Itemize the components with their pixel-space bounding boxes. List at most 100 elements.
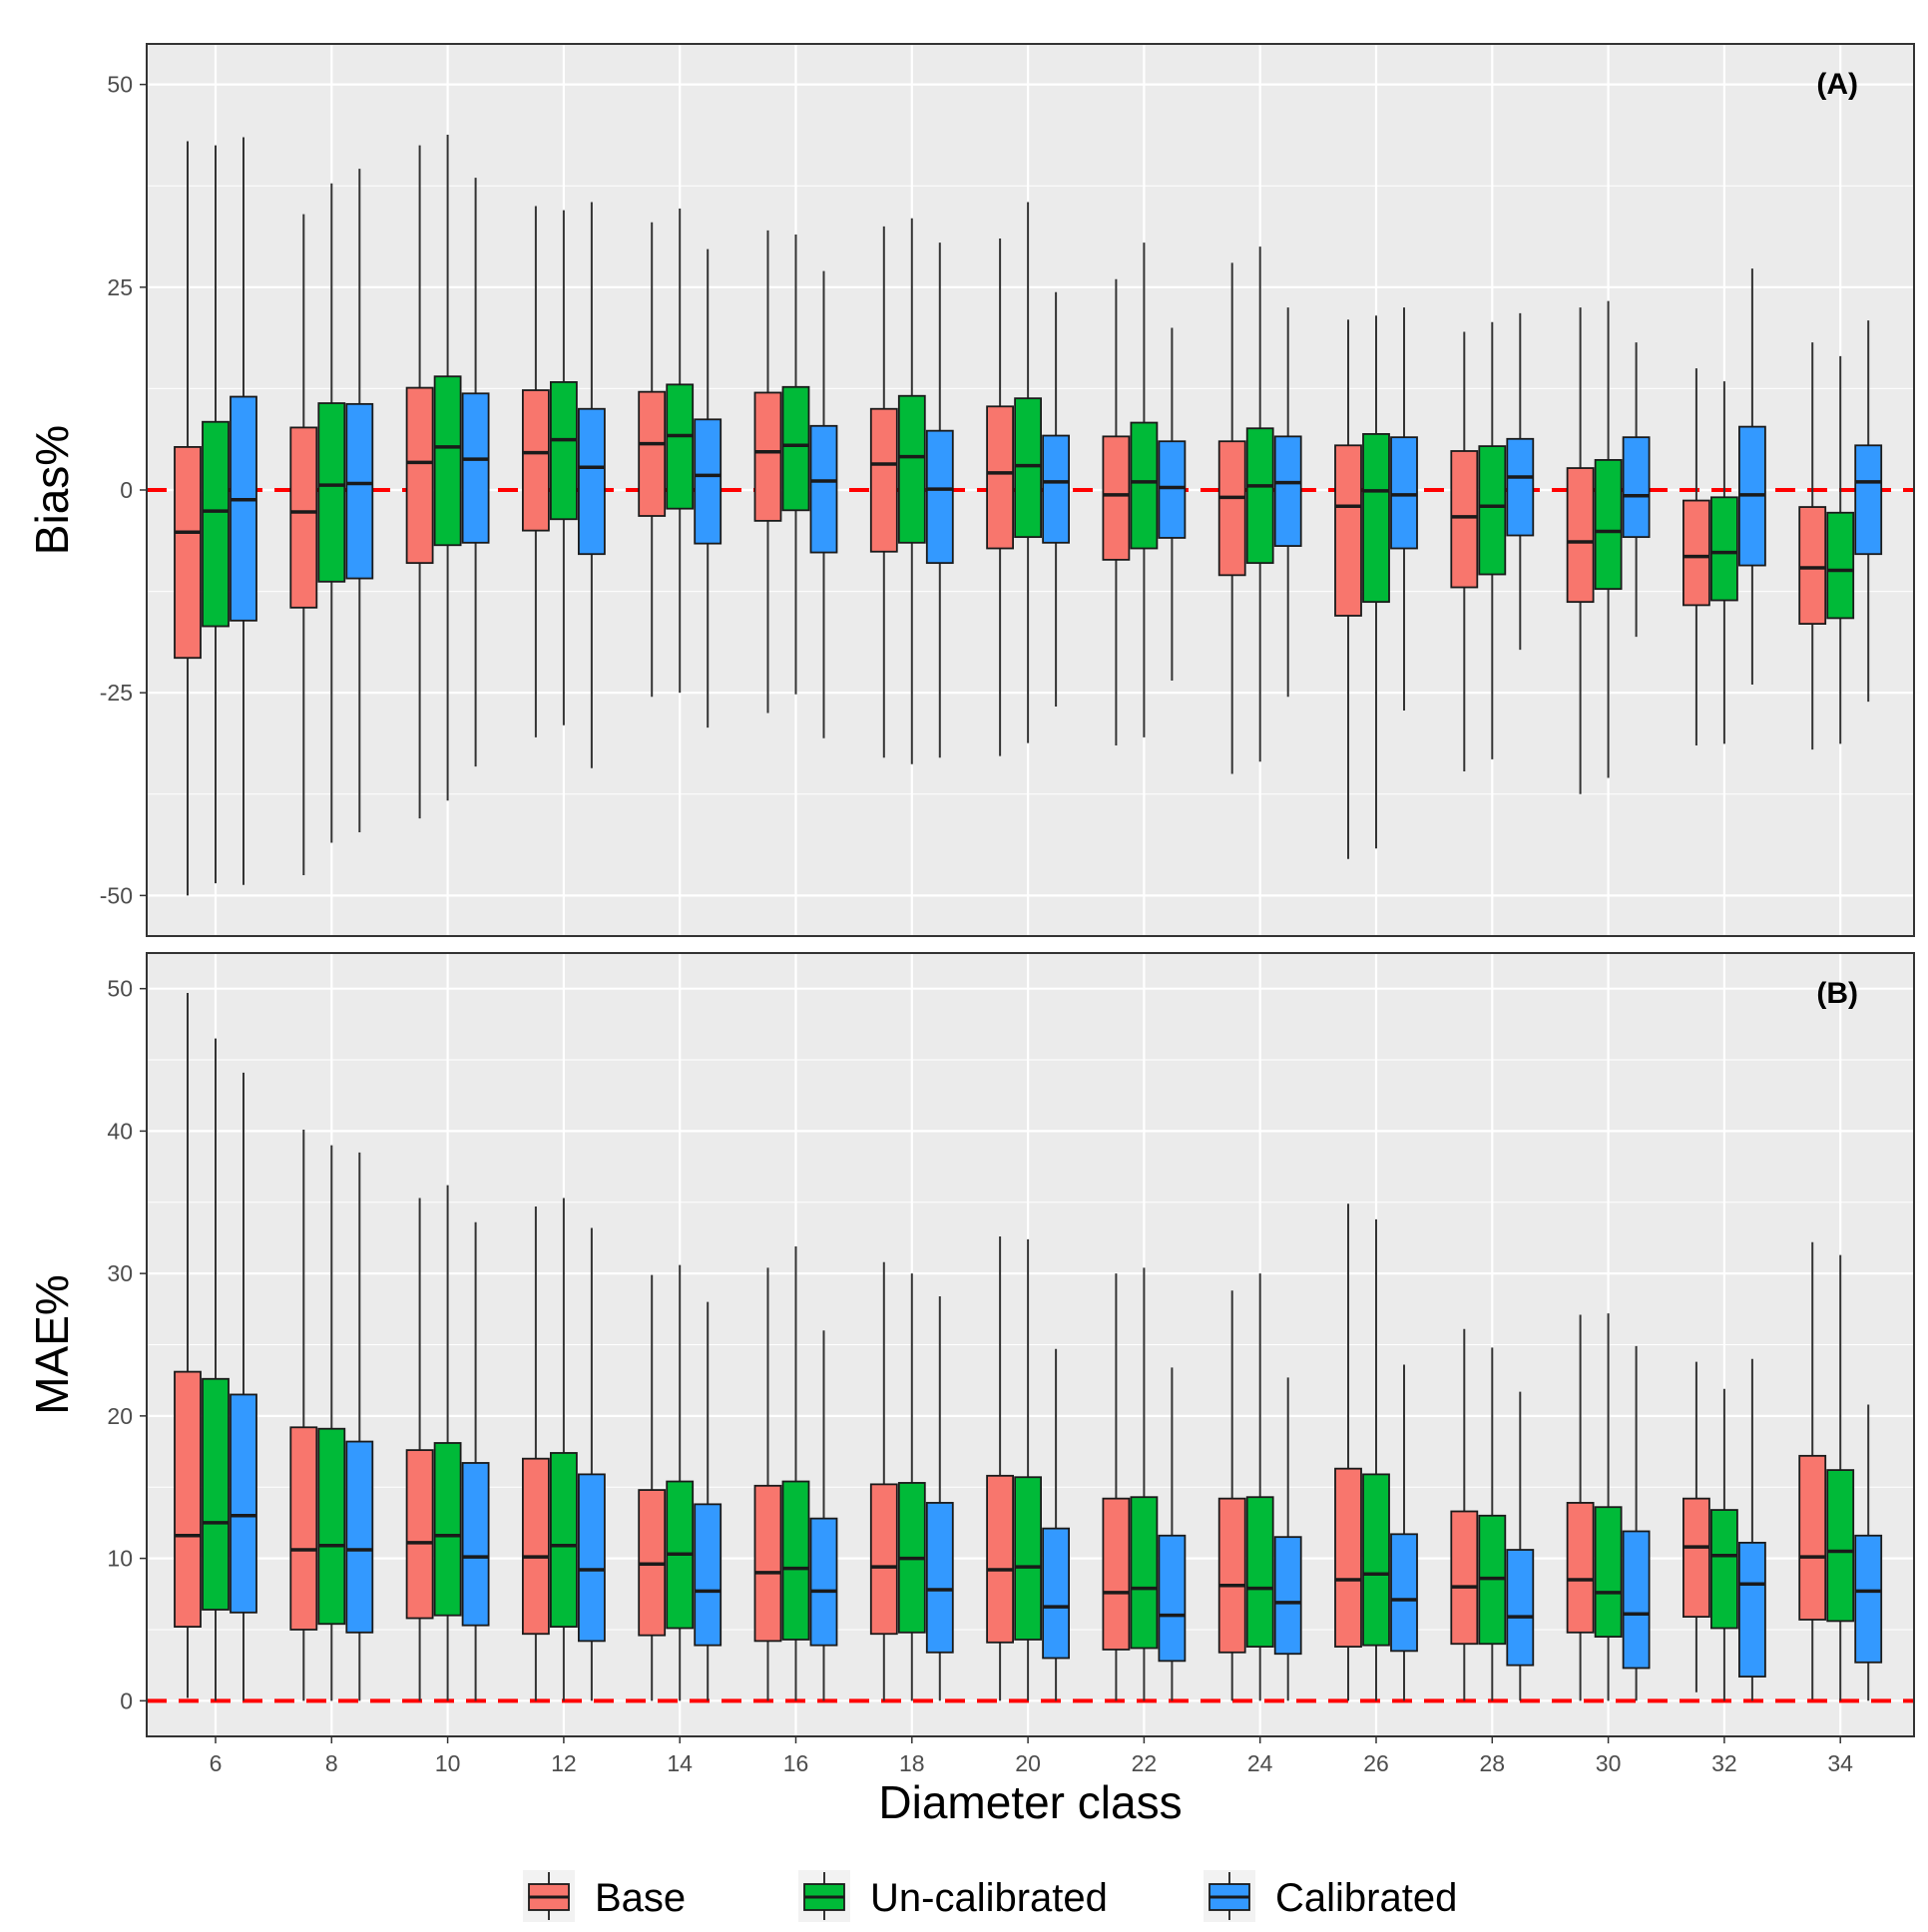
mae-calibrated-box — [1042, 1527, 1070, 1660]
bias-calibrated-box — [1622, 436, 1651, 539]
mae-base-box — [405, 1449, 434, 1620]
mae-base-box — [753, 1484, 782, 1643]
x-tick-label: 34 — [1827, 1750, 1853, 1776]
mae-un-calibrated-box — [202, 1377, 230, 1611]
x-tick-label: 14 — [667, 1750, 693, 1776]
bias-base-box — [1334, 444, 1362, 617]
mae-y-tick-label: 10 — [107, 1546, 133, 1572]
mae-un-calibrated-box — [433, 1442, 462, 1617]
bias-un-calibrated-box — [1130, 421, 1159, 550]
bias-base-box — [522, 389, 550, 532]
bias-y-tick-label: -50 — [100, 882, 133, 908]
x-tick-label: 32 — [1711, 1750, 1737, 1776]
bias-calibrated-box — [925, 429, 954, 565]
bias-base-box — [638, 390, 667, 517]
bias-base-box — [1798, 506, 1827, 625]
x-tick-label: 26 — [1363, 1750, 1389, 1776]
mae-base-box — [289, 1426, 318, 1631]
mae-calibrated-box — [461, 1462, 490, 1627]
bias-un-calibrated-box — [1826, 511, 1855, 620]
x-tick-label: 18 — [899, 1750, 925, 1776]
mae-panel-border — [146, 952, 1915, 1737]
mae-un-calibrated-box — [1594, 1506, 1623, 1638]
bias-base-box — [174, 446, 202, 660]
bias-calibrated-box — [1854, 444, 1883, 556]
mae-calibrated-box — [1854, 1534, 1883, 1664]
bias-base-box — [869, 407, 898, 553]
mae-un-calibrated-box — [1362, 1473, 1390, 1647]
bias-calibrated-box — [1390, 436, 1418, 550]
bias-calibrated-box — [694, 418, 723, 545]
bias-un-calibrated-box — [1362, 433, 1390, 604]
bias-un-calibrated-box — [1014, 397, 1042, 539]
x-tick-label: 10 — [435, 1750, 461, 1776]
mae-calibrated-box — [1273, 1536, 1302, 1656]
bias-base-box — [1683, 499, 1710, 607]
x-tick-label: 16 — [783, 1750, 809, 1776]
bias-calibrated-box — [809, 424, 838, 554]
bias-base-box — [1450, 450, 1479, 589]
mae-y-axis-title: MAE% — [26, 1274, 78, 1415]
mae-base-box — [1334, 1467, 1362, 1648]
mae-un-calibrated-box — [317, 1427, 346, 1626]
x-tick-label: 12 — [551, 1750, 577, 1776]
bias-base-box — [1566, 467, 1595, 604]
bias-base-box — [753, 391, 782, 522]
legend-label-un-calibrated: Un-calibrated — [870, 1876, 1108, 1920]
bias-un-calibrated-box — [1478, 445, 1507, 576]
mae-un-calibrated-box — [1014, 1476, 1042, 1641]
x-tick-label: 30 — [1596, 1750, 1622, 1776]
bias-calibrated-box — [578, 407, 606, 556]
bias-base-box — [986, 405, 1014, 550]
bias-calibrated-box — [345, 402, 374, 580]
bias-y-tick-label: 0 — [120, 477, 133, 503]
mae-base-box — [1102, 1497, 1131, 1651]
mae-y-tick-label: 50 — [107, 976, 133, 1002]
mae-base-box — [522, 1457, 550, 1636]
bias-base-box — [1217, 440, 1246, 577]
bias-y-axis-title: Bias% — [26, 425, 78, 555]
x-tick-label: 6 — [210, 1750, 223, 1776]
bias-calibrated-box — [1273, 435, 1302, 547]
bias-un-calibrated-box — [1710, 496, 1738, 602]
legend-label-calibrated: Calibrated — [1275, 1876, 1457, 1920]
bias-calibrated-box — [230, 395, 257, 622]
mae-base-box — [1450, 1510, 1479, 1646]
bias-un-calibrated-box — [666, 383, 695, 510]
mae-base-box — [1798, 1454, 1827, 1621]
bias-base-box — [1102, 435, 1131, 561]
mae-panel-label: (B) — [1816, 977, 1858, 1010]
legend-label-base: Base — [595, 1876, 686, 1920]
mae-calibrated-box — [345, 1440, 374, 1634]
bias-un-calibrated-box — [202, 420, 230, 628]
x-tick-label: 22 — [1132, 1750, 1158, 1776]
mae-base-box — [1566, 1502, 1595, 1634]
mae-y-tick-label: 30 — [107, 1260, 133, 1286]
bias-panel-border — [146, 43, 1915, 937]
mae-base-box — [986, 1474, 1014, 1644]
mae-calibrated-box — [1738, 1541, 1766, 1678]
x-tick-label: 24 — [1247, 1750, 1273, 1776]
mae-un-calibrated-box — [1826, 1469, 1855, 1623]
mae-y-tick-label: 40 — [107, 1118, 133, 1144]
bias-un-calibrated-box — [781, 385, 810, 512]
mae-base-box — [1683, 1497, 1710, 1619]
mae-calibrated-box — [1158, 1534, 1187, 1663]
bias-un-calibrated-box — [317, 402, 346, 583]
mae-base-box — [174, 1370, 202, 1628]
bias-calibrated-box — [461, 392, 490, 544]
mae-y-tick-label: 20 — [107, 1403, 133, 1429]
bias-y-tick-label: -25 — [100, 680, 133, 706]
mae-un-calibrated-box — [781, 1480, 810, 1641]
bias-y-tick-label: 50 — [107, 72, 133, 98]
x-axis-title: Diameter class — [878, 1776, 1182, 1828]
mae-calibrated-box — [694, 1503, 723, 1647]
mae-base-box — [869, 1483, 898, 1636]
mae-y-tick-label: 0 — [120, 1688, 133, 1713]
bias-un-calibrated-box — [433, 375, 462, 547]
bias-base-box — [289, 426, 318, 609]
bias-calibrated-box — [1042, 434, 1070, 544]
mae-calibrated-box — [1506, 1549, 1535, 1667]
mae-calibrated-box — [925, 1502, 954, 1654]
